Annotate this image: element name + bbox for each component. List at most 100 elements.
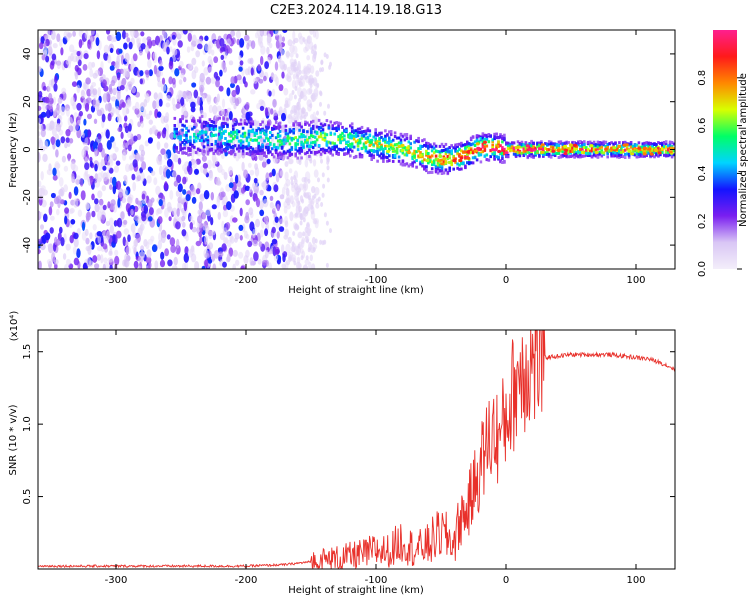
noise-cell xyxy=(306,227,312,234)
ridge-cell xyxy=(397,155,401,159)
ridge-peak xyxy=(563,144,568,148)
ridge-cell xyxy=(333,132,336,136)
noise-cell xyxy=(252,239,258,247)
noise-cell xyxy=(151,39,157,47)
noise-cell xyxy=(153,177,158,186)
ridge-cell xyxy=(450,149,453,153)
noise-cell xyxy=(87,39,92,49)
noise-cell xyxy=(58,177,64,187)
noise-cell xyxy=(110,199,116,207)
ridge-cell xyxy=(397,159,401,163)
noise-cell xyxy=(239,235,243,241)
noise-cell xyxy=(199,72,205,83)
noise-cell xyxy=(194,261,200,269)
ridge-cell xyxy=(280,145,284,149)
noise-cell xyxy=(283,87,289,96)
noise-cell xyxy=(319,67,322,73)
noise-cell xyxy=(210,191,214,201)
noise-cell xyxy=(279,170,284,177)
ridge-cell xyxy=(321,128,325,132)
noise-cell xyxy=(275,39,280,49)
ridge-cell xyxy=(193,145,196,149)
noise-cell xyxy=(309,30,314,35)
ridge-peak xyxy=(617,144,622,148)
ridge-cell xyxy=(329,120,333,124)
noise-cell xyxy=(144,140,149,147)
noise-cell xyxy=(289,211,294,222)
ridge-peak xyxy=(589,144,594,148)
ridge-cell xyxy=(368,129,372,133)
noise-cell xyxy=(291,90,295,95)
noise-cell xyxy=(304,206,309,213)
ridge-peak xyxy=(425,159,430,163)
noise-cell xyxy=(160,233,166,244)
ridge-cell xyxy=(596,155,600,159)
noise-cell xyxy=(46,259,53,265)
noise-cell xyxy=(158,65,164,71)
noise-cell xyxy=(261,260,268,266)
ridge-cell xyxy=(198,148,202,152)
noise-cell xyxy=(139,78,143,85)
noise-cell xyxy=(269,42,273,49)
noise-cell xyxy=(61,87,67,95)
ridge-peak xyxy=(442,157,447,161)
ridge-cell xyxy=(232,127,235,131)
noise-cell xyxy=(75,179,80,185)
noise-cell xyxy=(133,135,138,142)
noise-cell xyxy=(127,97,131,106)
noise-cell xyxy=(290,180,294,186)
colorbar-gradient xyxy=(713,30,737,269)
noise-cell xyxy=(293,260,297,266)
ridge-cell xyxy=(233,122,237,126)
noise-cell xyxy=(271,238,278,245)
ridge-cell xyxy=(274,126,278,130)
noise-cell xyxy=(147,238,154,245)
noise-cell xyxy=(172,170,177,177)
noise-cell xyxy=(114,255,120,266)
noise-cell xyxy=(226,87,231,97)
noise-cell xyxy=(144,92,149,99)
noise-cell xyxy=(210,77,216,84)
noise-cell xyxy=(264,249,269,259)
ridge-cell xyxy=(243,119,247,123)
noise-cell xyxy=(162,42,166,52)
noise-cell xyxy=(109,184,113,190)
noise-cell xyxy=(299,220,303,226)
noise-cell xyxy=(175,221,181,230)
ridge-cell xyxy=(269,150,272,154)
noise-cell xyxy=(96,254,101,261)
noise-cell xyxy=(200,165,205,173)
noise-cell xyxy=(222,209,229,218)
noise-cell xyxy=(297,231,303,239)
noise-cell xyxy=(73,232,79,240)
noise-cell xyxy=(49,227,54,234)
noise-cell xyxy=(110,79,116,87)
noise-cell xyxy=(183,76,187,83)
noise-cell xyxy=(235,84,240,95)
ridge-cell xyxy=(288,142,292,146)
noise-cell xyxy=(182,176,187,185)
noise-cell xyxy=(312,53,317,63)
noise-cell xyxy=(57,97,63,104)
ridge-cell xyxy=(302,130,305,133)
noise-cell xyxy=(219,69,223,77)
noise-cell xyxy=(297,243,301,249)
ridge-cell xyxy=(460,167,463,171)
noise-cell xyxy=(314,238,318,244)
noise-cell xyxy=(87,113,92,120)
noise-cell xyxy=(91,82,97,87)
noise-cell xyxy=(214,250,219,259)
noise-cell xyxy=(195,50,201,58)
noise-cell xyxy=(253,195,258,201)
noise-cell xyxy=(248,186,253,193)
ridge-cell xyxy=(319,152,323,156)
noise-cell xyxy=(164,248,170,257)
ridge-cell xyxy=(267,146,270,149)
noise-cell xyxy=(291,254,297,262)
noise-cell xyxy=(65,243,71,251)
noise-cell xyxy=(277,55,282,63)
noise-cell xyxy=(102,79,107,88)
ridge-cell xyxy=(308,123,311,127)
ridge-cell xyxy=(360,155,364,159)
